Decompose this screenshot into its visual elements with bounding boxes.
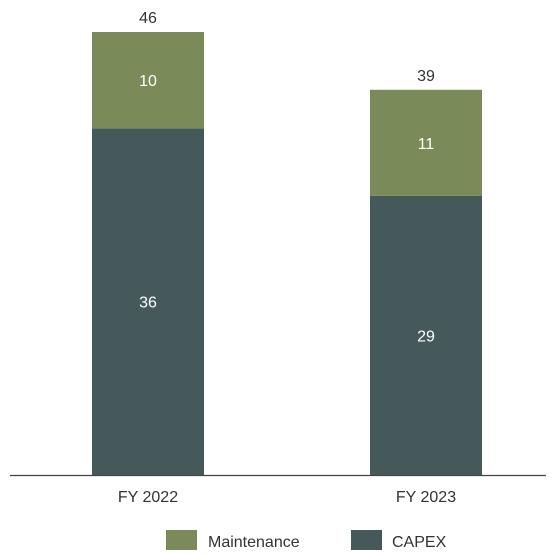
data-label-capex-fy-2022: 36 — [139, 295, 157, 312]
bar-maintenance-fy-2023 — [370, 89, 482, 196]
bar-capex-fy-2023 — [370, 195, 482, 475]
category-label-fy-2022: FY 2022 — [118, 489, 178, 506]
data-label-capex-fy-2023: 29 — [417, 328, 435, 345]
legend-swatch-capex — [351, 530, 382, 550]
bars-group — [92, 32, 482, 475]
data-label-maintenance-fy-2023: 11 — [418, 136, 435, 153]
category-label-fy-2023: FY 2023 — [396, 489, 456, 506]
legend-label-maintenance: Maintenance — [208, 534, 300, 551]
data-label-maintenance-fy-2022: 10 — [139, 73, 157, 90]
legend: Maintenance CAPEX — [166, 530, 447, 551]
legend-swatch-maintenance — [166, 530, 197, 550]
labels-group: 36 10 46 FY 2022 29 11 39 FY 2023 — [118, 10, 456, 506]
total-label-fy-2022: 46 — [139, 10, 157, 27]
bar-capex-fy-2022 — [92, 128, 204, 475]
bar-maintenance-fy-2022 — [92, 32, 204, 129]
legend-label-capex: CAPEX — [392, 534, 447, 551]
total-label-fy-2023: 39 — [417, 68, 435, 85]
